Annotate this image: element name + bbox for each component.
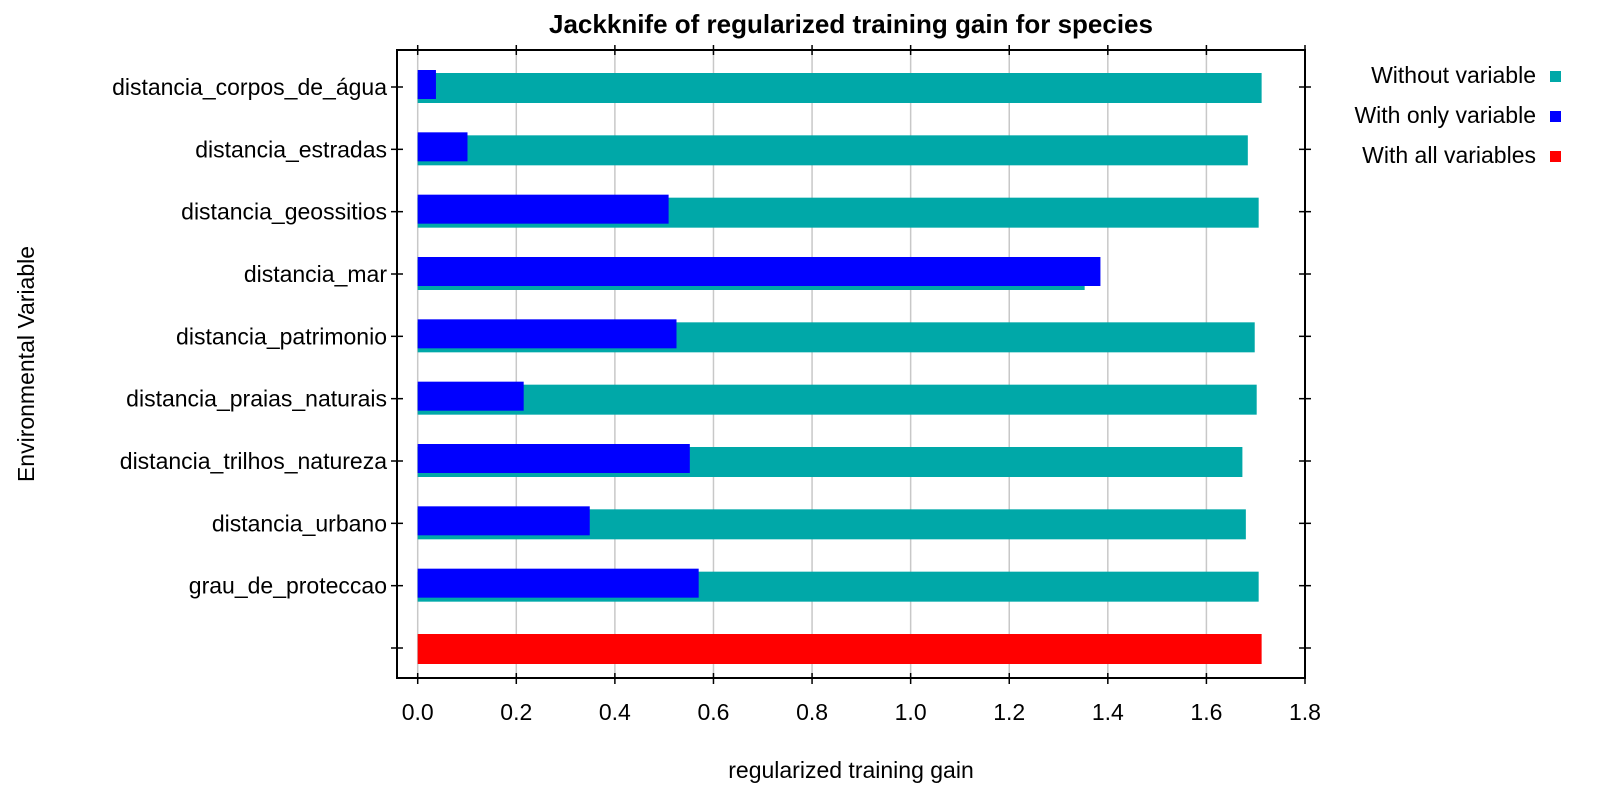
bar xyxy=(417,194,669,224)
legend-label: With only variable xyxy=(1354,102,1536,128)
y-tick-label: distancia_mar xyxy=(244,261,388,287)
y-tick-label: distancia_estradas xyxy=(195,136,387,162)
x-tick-label: 0.6 xyxy=(697,699,729,725)
x-tick-label: 1.0 xyxy=(895,699,927,725)
legend-swatch xyxy=(1550,111,1561,122)
y-tick-label: grau_de_proteccao xyxy=(189,573,387,599)
bar xyxy=(417,506,590,536)
x-tick-label: 0.0 xyxy=(402,699,434,725)
legend-swatch xyxy=(1550,151,1561,162)
bar xyxy=(417,257,1101,286)
bar xyxy=(417,384,1257,415)
chart-title: Jackknife of regularized training gain f… xyxy=(549,9,1153,39)
plot-frame xyxy=(396,49,1306,679)
bar xyxy=(417,132,468,162)
y-tick-label: distancia_urbano xyxy=(212,510,387,536)
x-tick-label: 0.8 xyxy=(796,699,828,725)
bar xyxy=(417,135,1248,166)
legend-label: With all variables xyxy=(1362,142,1536,168)
x-axis-label: regularized training gain xyxy=(728,757,974,783)
legend-swatch xyxy=(1550,71,1561,82)
legend-label: Without variable xyxy=(1371,62,1536,88)
y-tick-label: distancia_geossitios xyxy=(181,199,387,225)
bar xyxy=(417,319,677,349)
y-tick-label: distancia_praias_naturais xyxy=(126,386,387,412)
x-tick-label: 0.2 xyxy=(500,699,532,725)
x-tick-label: 1.4 xyxy=(1092,699,1124,725)
bar xyxy=(417,568,699,598)
y-tick-label: distancia_corpos_de_água xyxy=(112,74,387,100)
y-tick-label: distancia_trilhos_natureza xyxy=(120,448,387,474)
bar xyxy=(417,634,1262,664)
x-tick-label: 0.4 xyxy=(599,699,631,725)
bar xyxy=(417,381,524,411)
y-axis-label: Environmental Variable xyxy=(13,246,39,482)
y-tick-label: distancia_patrimonio xyxy=(176,323,387,349)
x-tick-label: 1.8 xyxy=(1289,699,1321,725)
x-tick-label: 1.6 xyxy=(1190,699,1222,725)
x-tick-label: 1.2 xyxy=(993,699,1025,725)
bar xyxy=(417,73,1262,103)
bar xyxy=(417,444,690,473)
bar xyxy=(417,70,436,99)
